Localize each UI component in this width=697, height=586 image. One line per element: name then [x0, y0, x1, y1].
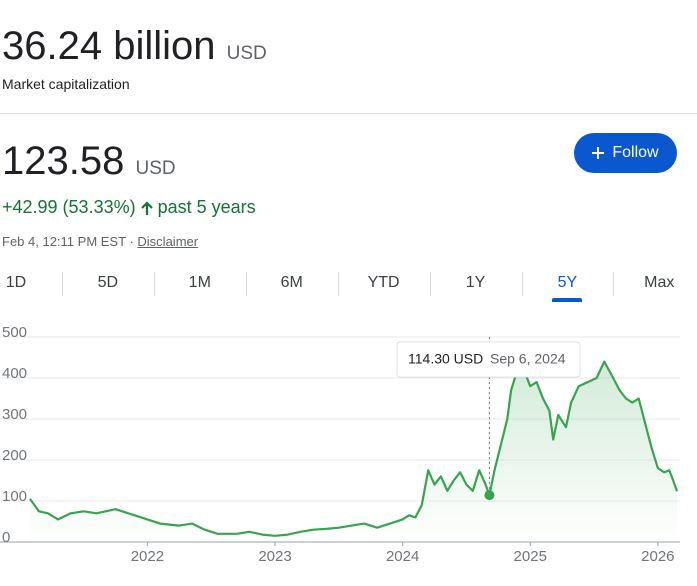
range-tab[interactable]: YTD — [367, 274, 400, 291]
market-cap-currency: USD — [226, 43, 267, 64]
market-cap: 36.24 billion USD — [2, 24, 267, 69]
market-cap-label: Market capitalization — [2, 76, 130, 92]
range-tab[interactable]: 1Y — [465, 274, 486, 291]
price-line — [29, 360, 679, 537]
range-tab[interactable]: 5D — [97, 274, 119, 291]
range-tab[interactable]: 1M — [188, 274, 211, 291]
price: 123.58 USD — [2, 139, 176, 184]
y-tick-label: 500 — [2, 324, 27, 341]
y-tick-label: 400 — [2, 365, 27, 382]
follow-button[interactable]: Follow — [574, 133, 677, 173]
y-tick-label: 200 — [2, 447, 27, 464]
range-tab[interactable]: 1D — [5, 274, 27, 291]
timestamp: Feb 4, 12:11 PM EST — [2, 234, 126, 249]
x-tick-label: 2023 — [258, 548, 291, 565]
tab-separator — [153, 272, 155, 296]
up-arrow — [140, 200, 153, 215]
tab-separator — [245, 272, 247, 296]
tooltip-box — [396, 341, 581, 378]
y-tick-label: 0 — [2, 529, 10, 546]
tab-separator — [521, 272, 523, 296]
separator: · — [129, 234, 134, 249]
tab-separator — [337, 272, 339, 296]
tab-separator — [429, 272, 431, 296]
tab-separator — [613, 272, 615, 296]
change-amount: +42.99 (53.33%) — [2, 197, 136, 217]
y-tick-label: 100 — [2, 488, 27, 505]
price-value: 123.58 — [2, 139, 125, 183]
y-tick-label: 300 — [2, 406, 27, 423]
chart: 0 100 200 300 400 500 2022 2023 2024 2025 2026 114.… — [0, 324, 680, 565]
area-fill — [30, 361, 677, 542]
x-tick-label: 2024 — [386, 548, 419, 565]
divider — [0, 113, 697, 114]
market-cap-value: 36.24 billion — [2, 24, 216, 68]
timestamp-row: Feb 4, 12:11 PM EST · Disclaimer — [2, 234, 198, 249]
price-currency: USD — [135, 158, 176, 179]
follow-label[interactable]: Follow — [612, 144, 659, 161]
tooltip-point — [484, 490, 495, 501]
range-tab[interactable]: Max — [644, 274, 675, 291]
change-period: past 5 years — [157, 197, 256, 217]
plus-icon — [592, 147, 605, 159]
range-tab[interactable]: 5Y — [557, 274, 578, 291]
range-tab[interactable]: 6M — [280, 274, 303, 291]
tab-underline — [552, 298, 583, 302]
change: +42.99 (53.33%) past 5 years — [2, 197, 256, 218]
tooltip-date: Sep 6, 2024 — [490, 351, 566, 367]
x-tick-label: 2026 — [641, 548, 674, 565]
disclaimer-link[interactable]: Disclaimer — [137, 234, 199, 249]
x-tick-label: 2025 — [514, 548, 547, 565]
tooltip-value: 114.30 USD — [408, 351, 483, 367]
tab-separator — [62, 272, 63, 296]
x-tick-label: 2022 — [131, 548, 164, 565]
